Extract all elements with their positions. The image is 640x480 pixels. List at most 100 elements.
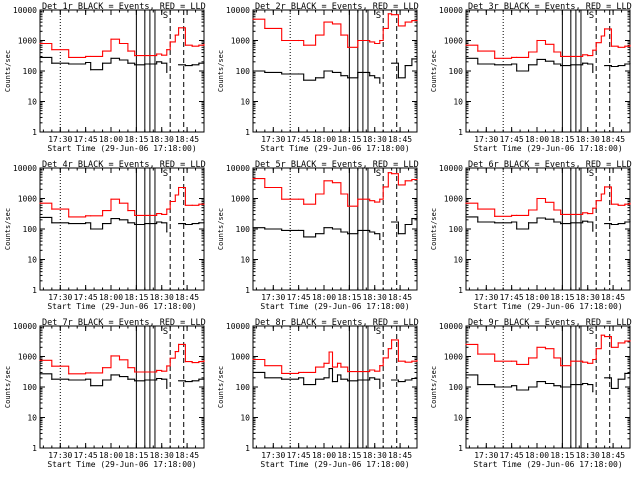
data-point-events bbox=[582, 220, 584, 222]
data-point-lld bbox=[203, 360, 205, 362]
x-tick-label: 17:30 bbox=[261, 293, 285, 302]
x-axis-label: Start Time (29-Jun-06 17:18:00) bbox=[473, 460, 622, 469]
data-point-lld bbox=[198, 203, 200, 205]
data-point-lld bbox=[198, 44, 200, 46]
series-line-events bbox=[466, 371, 631, 392]
panel-title: Det 1r BLACK = Events, RED = LLD bbox=[42, 2, 206, 12]
data-point-lld bbox=[101, 50, 104, 52]
data-point-events bbox=[184, 223, 187, 226]
data-point-events bbox=[416, 215, 418, 217]
data-point-events bbox=[252, 70, 254, 72]
data-point-events bbox=[161, 378, 163, 380]
series-line-events bbox=[40, 373, 205, 389]
data-point-events bbox=[303, 79, 305, 81]
data-point-lld bbox=[391, 173, 393, 175]
data-point-events bbox=[397, 381, 400, 383]
data-point-lld bbox=[544, 348, 547, 350]
data-point-lld bbox=[527, 357, 530, 359]
data-point-events bbox=[90, 385, 92, 387]
data-point-lld bbox=[416, 178, 418, 181]
x-axis-label: Start Time (29-Jun-06 17:18:00) bbox=[47, 302, 196, 311]
data-point-lld bbox=[191, 204, 193, 206]
data-point-events bbox=[68, 379, 70, 381]
data-point-lld bbox=[264, 27, 266, 29]
series-line-lld bbox=[466, 28, 631, 59]
series-line-lld bbox=[253, 13, 417, 48]
data-point-events bbox=[416, 377, 418, 379]
data-point-lld bbox=[582, 361, 584, 363]
y-axis-label: Counts/sec bbox=[217, 366, 225, 408]
data-point-lld bbox=[51, 365, 53, 367]
x-tick-label: 17:30 bbox=[474, 293, 498, 302]
data-point-events bbox=[391, 62, 393, 64]
x-tick-label: 17:45 bbox=[500, 135, 524, 144]
y-tick-label: 10000 bbox=[13, 322, 37, 331]
data-point-events bbox=[85, 222, 87, 224]
y-tick-label: 1 bbox=[32, 444, 37, 453]
data-point-events bbox=[494, 222, 496, 224]
data-point-lld bbox=[264, 365, 266, 367]
y-tick-label: 100 bbox=[23, 67, 38, 76]
data-point-events bbox=[511, 385, 513, 387]
series-line-events bbox=[40, 56, 205, 73]
data-point-lld bbox=[624, 340, 626, 342]
data-point-events bbox=[191, 380, 193, 382]
data-point-events bbox=[516, 228, 518, 230]
panel-det-9: Det 9r BLACK = Events, RED = LLD 1 10 100 10… bbox=[430, 318, 632, 469]
x-tick-label: 18:00 bbox=[312, 293, 336, 302]
data-point-events bbox=[624, 221, 626, 223]
x-tick-label: 18:30 bbox=[576, 135, 600, 144]
x-tick-label: 18:45 bbox=[175, 451, 199, 460]
x-tick-label: 17:30 bbox=[48, 293, 72, 302]
data-point-lld bbox=[397, 360, 400, 362]
data-point-lld bbox=[178, 186, 180, 189]
data-point-lld bbox=[281, 372, 283, 374]
data-point-lld bbox=[369, 369, 371, 371]
data-point-events bbox=[617, 378, 619, 380]
data-point-lld bbox=[560, 55, 562, 58]
data-point-events bbox=[629, 220, 631, 222]
y-tick-label: 1000 bbox=[18, 37, 37, 46]
data-point-events bbox=[604, 65, 606, 67]
y-tick-label: 1000 bbox=[444, 195, 463, 204]
data-point-lld bbox=[629, 340, 631, 342]
data-point-lld bbox=[85, 372, 87, 374]
data-point-events bbox=[347, 77, 349, 79]
data-point-events bbox=[198, 62, 200, 64]
data-point-events bbox=[336, 374, 339, 376]
data-point-events bbox=[191, 64, 193, 66]
data-point-events bbox=[134, 64, 136, 66]
data-point-lld bbox=[587, 362, 589, 364]
data-point-lld bbox=[604, 186, 606, 188]
x-tick-label: 18:15 bbox=[124, 135, 148, 144]
data-point-lld bbox=[68, 56, 70, 58]
y-tick-label: 10 bbox=[240, 414, 250, 423]
data-point-lld bbox=[610, 45, 613, 47]
panel-det-5: Det 5r BLACK = Events, RED = LLD 1 10 100 10… bbox=[217, 160, 419, 311]
panel-title: Det 3r BLACK = Events, RED = LLD bbox=[468, 2, 632, 12]
data-point-lld bbox=[39, 42, 41, 45]
data-point-lld bbox=[314, 34, 317, 36]
x-tick-label: 18:30 bbox=[150, 135, 174, 144]
data-point-events bbox=[101, 379, 104, 381]
data-point-lld bbox=[169, 41, 171, 43]
data-point-lld bbox=[379, 39, 381, 42]
data-point-events bbox=[369, 75, 371, 77]
data-point-lld bbox=[600, 334, 602, 336]
panel-title: Det 4r BLACK = Events, RED = LLD bbox=[42, 160, 206, 170]
panel-det-3: Det 3r BLACK = Events, RED = LLD 1 10 100 10… bbox=[430, 2, 632, 153]
x-tick-label: 18:45 bbox=[388, 451, 412, 460]
data-point-lld bbox=[169, 200, 171, 203]
data-point-lld bbox=[600, 35, 602, 37]
data-point-lld bbox=[411, 19, 413, 22]
data-point-lld bbox=[323, 362, 325, 364]
data-point-events bbox=[374, 233, 376, 235]
data-point-lld bbox=[624, 203, 626, 205]
data-point-events bbox=[166, 231, 168, 233]
y-tick-label: 10 bbox=[240, 98, 250, 107]
data-point-lld bbox=[184, 44, 187, 46]
data-point-lld bbox=[374, 201, 376, 203]
data-point-events bbox=[203, 221, 205, 223]
data-point-events bbox=[610, 65, 613, 68]
